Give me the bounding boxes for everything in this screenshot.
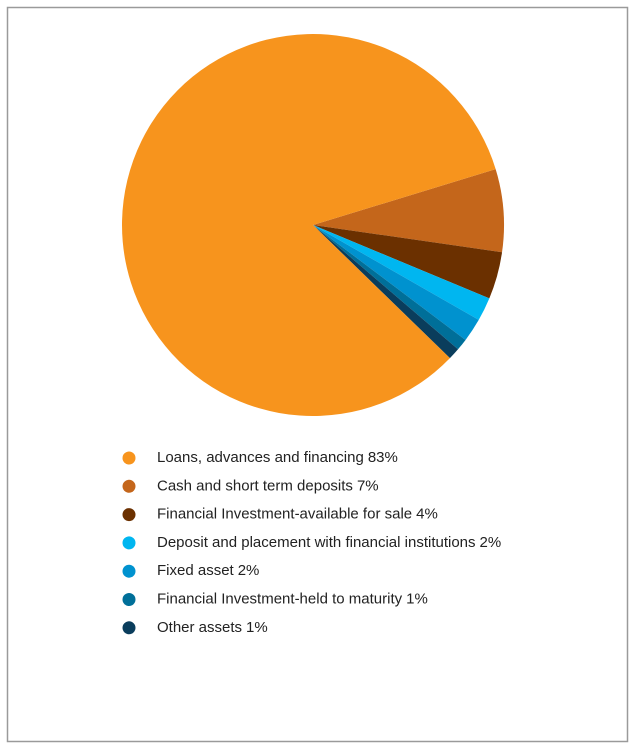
legend-label: Cash and short term deposits 7% [157, 477, 379, 494]
legend-category: Deposit and placement with financial ins… [157, 534, 476, 551]
legend-label: Financial Investment-available for sale 4… [157, 506, 438, 523]
legend-category: Financial Investment-held to maturity [157, 590, 403, 607]
legend-marker [122, 564, 136, 578]
legend-category: Other assets [157, 619, 242, 636]
legend-marker [122, 536, 136, 550]
legend-value: 7% [357, 477, 379, 494]
legend-value: 1% [406, 590, 428, 607]
legend-category: Cash and short term deposits [157, 477, 353, 494]
legend-value: 2% [238, 562, 260, 579]
legend-label: Other assets 1% [157, 619, 268, 636]
pie-slice [313, 225, 503, 299]
legend-marker [122, 508, 136, 522]
legend-value: 1% [246, 619, 268, 636]
legend-marker [122, 621, 136, 635]
pie-slice [121, 33, 496, 416]
legend-value: 2% [480, 534, 502, 551]
legend-category: Loans, advances and financing [157, 449, 364, 466]
legend-category: Fixed asset [157, 562, 235, 579]
legend-label: Deposit and placement with financial ins… [157, 534, 501, 551]
pie-slice [313, 225, 466, 350]
pie-slice [313, 169, 505, 253]
legend-label: Loans, advances and financing 83% [157, 449, 398, 466]
legend-marker [122, 451, 136, 465]
pie-slice [313, 225, 490, 320]
pie-slice [313, 225, 479, 340]
legend-value: 4% [416, 506, 438, 523]
legend-value: 83% [368, 449, 398, 466]
legend-label: Financial Investment-held to maturity 1% [157, 590, 428, 607]
legend-label: Fixed asset 2% [157, 562, 259, 579]
legend-marker [122, 593, 136, 606]
legend-category: Financial Investment-available for sale [157, 506, 412, 523]
pie-slice [313, 225, 459, 359]
legend-marker [122, 479, 136, 493]
